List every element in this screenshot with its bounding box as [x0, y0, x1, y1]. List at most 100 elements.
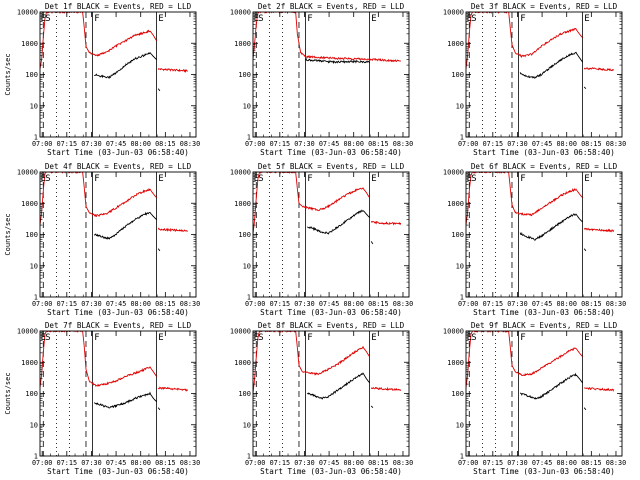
region-label: S — [45, 333, 50, 343]
x-tick-label: 07:45 — [106, 300, 126, 308]
y-tick-label: 10000 — [17, 169, 38, 177]
x-tick-label: 07:15 — [483, 300, 503, 308]
panel-title: Det 7f BLACK = Events, RED = LLD — [45, 321, 192, 330]
x-tick-label: 08:00 — [343, 140, 363, 148]
x-tick-label: 08:30 — [606, 459, 626, 467]
y-tick-label: 1 — [34, 134, 38, 142]
region-label: F — [94, 174, 99, 184]
x-tick-label: 08:30 — [180, 140, 200, 148]
x-tick-label: 07:45 — [106, 140, 126, 148]
detector-panel-4f: Det 4f BLACK = Events, RED = LLD 1 10 100 10… — [4, 162, 200, 317]
region-label: S — [471, 14, 476, 24]
lld-series-line — [40, 331, 157, 389]
y-tick-label: 100 — [451, 231, 464, 239]
region-label: S — [258, 174, 263, 184]
events-series-line — [519, 372, 583, 400]
y-axis-label: Counts/sec — [4, 53, 12, 95]
plot-frame — [39, 11, 197, 138]
y-tick-label: 100 — [238, 390, 251, 398]
y-axis-label: Counts/sec — [4, 372, 12, 414]
region-label: E — [584, 333, 589, 343]
y-tick-label: 1 — [247, 294, 251, 302]
x-axis-label: Start Time (03-Jun-03 06:58:40) — [47, 148, 189, 157]
x-tick-label: 07:00 — [458, 140, 478, 148]
panel-title: Det 2f BLACK = Events, RED = LLD — [258, 2, 405, 11]
y-tick-label: 100 — [25, 71, 38, 79]
y-tick-label: 10 — [30, 102, 38, 110]
y-tick-label: 1 — [247, 134, 251, 142]
y-tick-label: 1000 — [447, 200, 464, 208]
x-tick-label: 07:45 — [319, 459, 339, 467]
events-series-line — [307, 372, 370, 400]
x-tick-label: 08:00 — [556, 140, 576, 148]
x-axis-label: Start Time (03-Jun-03 06:58:40) — [47, 308, 189, 317]
region-label: E — [254, 333, 259, 343]
plot-frame — [252, 171, 410, 298]
y-tick-label: 10000 — [230, 169, 251, 177]
x-tick-label: 07:30 — [81, 300, 101, 308]
region-label: F — [520, 174, 525, 184]
y-tick-label: 10000 — [230, 9, 251, 17]
detector-panel-1f: Det 1f BLACK = Events, RED = LLD 1 10 100 10… — [4, 2, 200, 157]
lld-series-line — [466, 12, 583, 70]
y-tick-label: 100 — [25, 390, 38, 398]
x-tick-label: 08:30 — [393, 140, 413, 148]
x-tick-label: 08:00 — [556, 459, 576, 467]
detector-panel-2f: Det 2f BLACK = Events, RED = LLD 1 10 100 10… — [230, 2, 413, 157]
x-tick-label: 08:15 — [368, 459, 388, 467]
region-label: F — [94, 333, 99, 343]
plot-frame — [39, 171, 197, 298]
y-tick-label: 10000 — [17, 9, 38, 17]
x-tick-label: 07:30 — [507, 300, 527, 308]
y-tick-label: 1000 — [447, 359, 464, 367]
x-tick-label: 07:15 — [57, 140, 77, 148]
region-label: E — [371, 333, 376, 343]
region-label: E — [41, 174, 46, 184]
y-tick-label: 10000 — [443, 9, 464, 17]
x-tick-label: 07:45 — [319, 140, 339, 148]
x-tick-label: 07:15 — [483, 459, 503, 467]
region-label: E — [254, 174, 259, 184]
panel-title: Det 3f BLACK = Events, RED = LLD — [471, 2, 618, 11]
x-tick-label: 07:30 — [507, 140, 527, 148]
y-tick-label: 100 — [238, 71, 251, 79]
region-label: S — [45, 174, 50, 184]
x-tick-label: 08:30 — [180, 300, 200, 308]
y-tick-label: 10 — [456, 421, 464, 429]
x-tick-label: 08:15 — [155, 459, 175, 467]
lld-series-line — [157, 67, 189, 73]
region-label: E — [158, 333, 163, 343]
x-tick-label: 08:15 — [155, 140, 175, 148]
y-tick-label: 10 — [243, 262, 251, 270]
events-series-line — [93, 211, 157, 240]
region-label: E — [158, 174, 163, 184]
x-tick-label: 07:15 — [270, 459, 290, 467]
lld-series-line — [157, 227, 188, 232]
x-tick-label: 08:15 — [368, 300, 388, 308]
events-series-line — [583, 248, 587, 252]
x-tick-label: 08:00 — [556, 300, 576, 308]
x-tick-label: 08:30 — [606, 300, 626, 308]
y-axis-label: Counts/sec — [4, 213, 12, 255]
panel-title: Det 6f BLACK = Events, RED = LLD — [471, 162, 618, 171]
y-tick-label: 1 — [34, 453, 38, 461]
y-tick-label: 10 — [30, 262, 38, 270]
events-series-line — [157, 88, 161, 92]
x-tick-label: 07:15 — [483, 140, 503, 148]
lld-series-line — [253, 12, 402, 63]
events-series-line — [305, 57, 370, 65]
lld-series-line — [157, 386, 189, 392]
x-tick-label: 07:00 — [245, 459, 265, 467]
x-tick-label: 07:30 — [294, 459, 314, 467]
lld-series-line — [583, 67, 615, 72]
x-tick-label: 07:30 — [294, 300, 314, 308]
x-tick-label: 07:00 — [32, 140, 52, 148]
y-tick-label: 10 — [243, 421, 251, 429]
x-tick-label: 07:15 — [57, 459, 77, 467]
detector-panel-8f: Det 8f BLACK = Events, RED = LLD 1 10 100 10… — [230, 321, 413, 476]
region-label: F — [307, 174, 312, 184]
x-tick-label: 08:00 — [130, 300, 150, 308]
x-tick-label: 08:15 — [155, 300, 175, 308]
x-axis-label: Start Time (03-Jun-03 06:58:40) — [260, 148, 402, 157]
events-series-line — [157, 407, 161, 411]
